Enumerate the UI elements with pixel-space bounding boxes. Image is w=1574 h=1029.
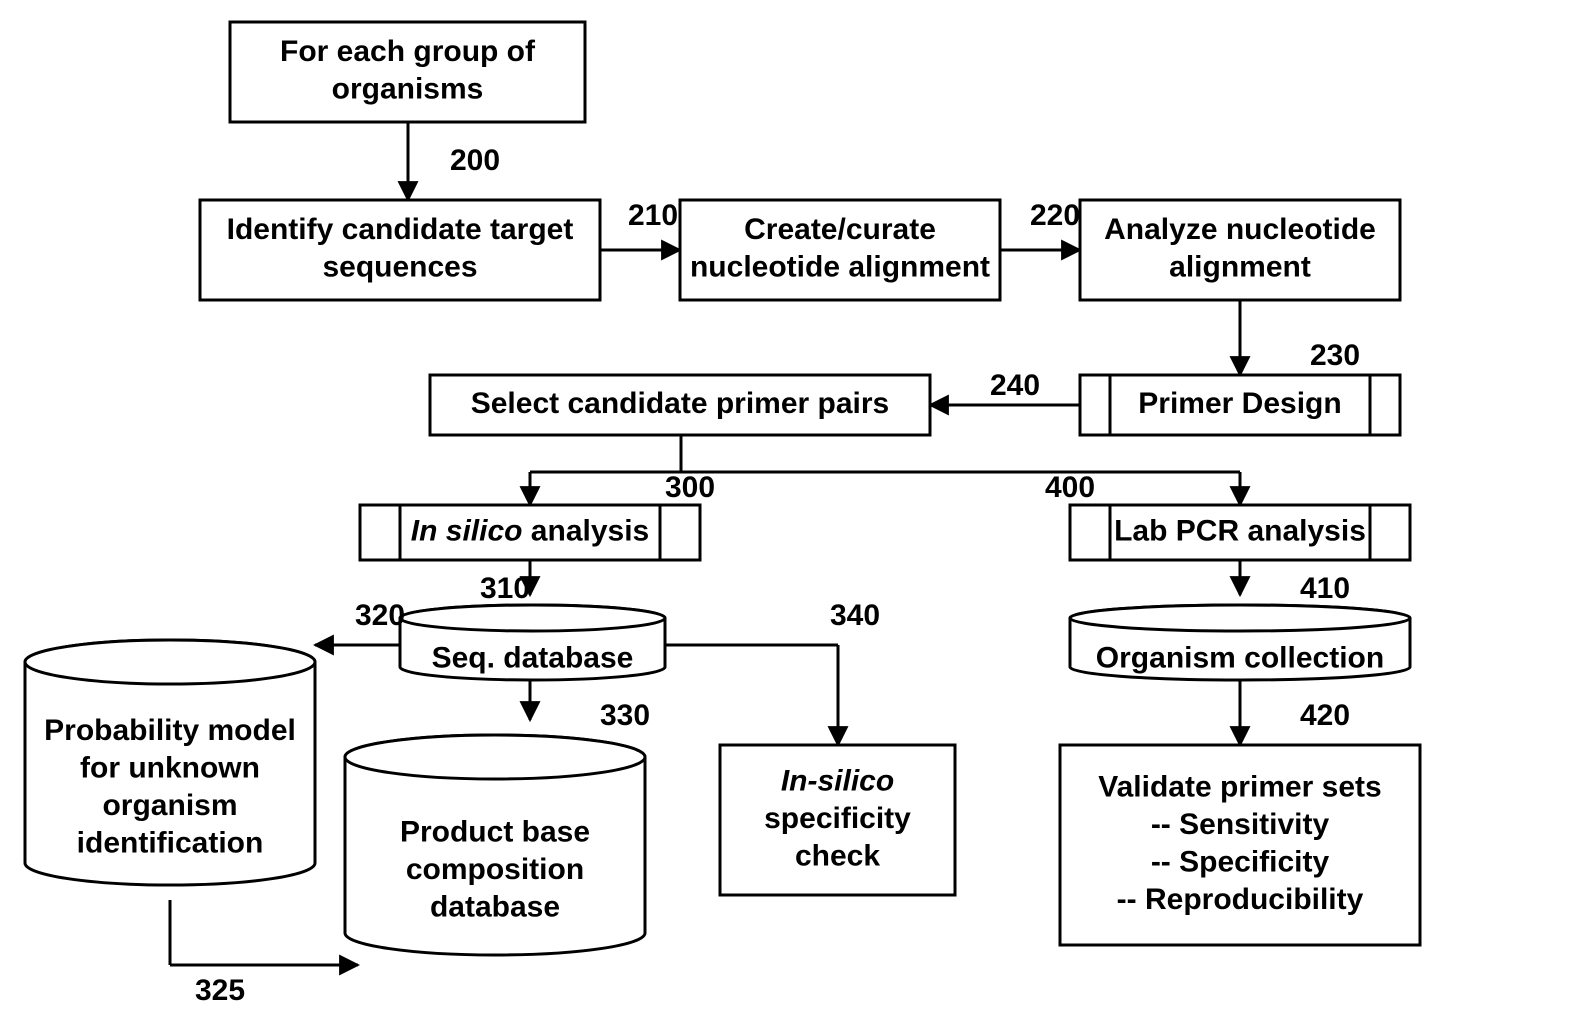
- node-label-n_for_each-0: For each group of: [280, 35, 536, 68]
- node-label-n_identify-0: Identify candidate target: [227, 213, 574, 246]
- node-label-n_prodbase-0: Product base: [400, 815, 590, 848]
- edge-label-320: 320: [355, 599, 405, 632]
- node-label-n_identify-1: sequences: [322, 251, 477, 284]
- node-label-n_prob-0: Probability model: [44, 714, 296, 747]
- edge-label-420: 420: [1300, 699, 1350, 732]
- edge-label-220: 220: [1030, 199, 1080, 232]
- edge-label-230: 230: [1310, 339, 1360, 372]
- node-label-n_insilico: In silico analysis: [411, 514, 649, 547]
- node-label-n_validate-2: -- Specificity: [1151, 846, 1330, 879]
- node-label-n_select-0: Select candidate primer pairs: [471, 387, 890, 420]
- node-label-n_validate-3: -- Reproducibility: [1117, 883, 1364, 916]
- node-label-n_for_each-1: organisms: [332, 73, 484, 106]
- node-label-n_labpcr-0: Lab PCR analysis: [1114, 514, 1366, 547]
- node-label-n_primer-0: Primer Design: [1138, 387, 1341, 420]
- edge-label-300: 300: [665, 471, 715, 504]
- node-label-n_validate-1: -- Sensitivity: [1151, 808, 1330, 841]
- node-label-n_prob-3: identification: [77, 827, 264, 860]
- node-label-n_analyze-1: alignment: [1169, 251, 1311, 284]
- edge-label-240: 240: [990, 369, 1040, 402]
- node-label-n_prodbase-2: database: [430, 890, 560, 923]
- edge-label-200: 200: [450, 144, 500, 177]
- node-label-n_create-0: Create/curate: [744, 213, 936, 246]
- edge-label-325: 325: [195, 974, 245, 1007]
- node-label-n_orgcol-0: Organism collection: [1096, 641, 1384, 674]
- edge-label-310: 310: [480, 572, 530, 605]
- node-label-n_seqdb-0: Seq. database: [432, 641, 634, 674]
- edge-label-210: 210: [628, 199, 678, 232]
- edge-label-410: 410: [1300, 572, 1350, 605]
- node-label-n_prodbase-1: composition: [406, 853, 584, 886]
- node-label-n_validate-0: Validate primer sets: [1098, 771, 1381, 804]
- node-label-n_analyze-0: Analyze nucleotide: [1104, 213, 1376, 246]
- node-label-n_prob-1: for unknown: [80, 752, 260, 785]
- edge-label-400: 400: [1045, 471, 1095, 504]
- edge-label-340: 340: [830, 599, 880, 632]
- node-label-n_create-1: nucleotide alignment: [690, 251, 990, 284]
- node-label-n_speccheck-1: specificity: [764, 802, 911, 835]
- node-label-n_speccheck-0: In-silico: [781, 764, 894, 797]
- node-label-n_prob-2: organism: [102, 789, 237, 822]
- edge-label-330: 330: [600, 699, 650, 732]
- node-label-n_speccheck-2: check: [795, 839, 880, 872]
